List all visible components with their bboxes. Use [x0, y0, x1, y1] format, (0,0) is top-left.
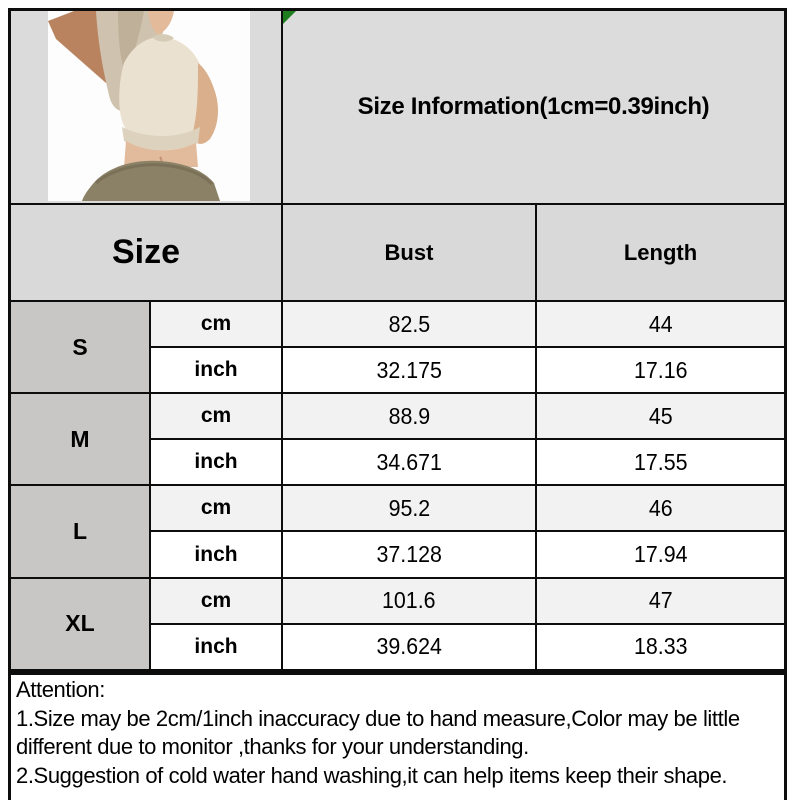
green-corner-marker-icon	[283, 11, 296, 24]
product-photo-illustration	[48, 11, 250, 201]
model-midriff	[124, 141, 198, 167]
size-label-xl: XL	[11, 578, 149, 669]
crop-top-collar	[152, 34, 174, 42]
value-l-length-inch: 17.94	[537, 532, 784, 577]
unit-label-cm: cm	[151, 486, 281, 531]
column-header-size: Size	[11, 205, 281, 300]
leggings-waistband	[95, 163, 214, 186]
size-table: Size Information(1cm=0.39inch) Size Bust…	[8, 8, 787, 672]
value-m-bust-inch: 34.671	[283, 440, 535, 485]
size-label-s: S	[11, 302, 149, 393]
product-photo-cell	[11, 11, 281, 203]
value-xl-bust-inch: 39.624	[283, 624, 535, 669]
value-xl-length-cm: 47	[537, 578, 784, 623]
unit-label-inch: inch	[151, 440, 281, 485]
unit-label-inch: inch	[151, 348, 281, 393]
model-right-arm	[192, 63, 218, 144]
size-label-m: M	[11, 394, 149, 485]
model-hair-shade	[118, 11, 144, 73]
unit-label-cm: cm	[151, 578, 281, 623]
column-header-length: Length	[537, 205, 784, 300]
column-header-bust: Bust	[283, 205, 535, 300]
value-l-length-cm: 46	[537, 486, 784, 531]
size-label-l: L	[11, 486, 149, 577]
page-title: Size Information(1cm=0.39inch)	[357, 93, 710, 120]
value-s-length-inch: 17.16	[537, 348, 784, 393]
crop-top-hem	[122, 127, 200, 151]
value-m-length-cm: 45	[537, 394, 784, 439]
title-cell: Size Information(1cm=0.39inch)	[283, 11, 784, 203]
attention-heading: Attention:	[16, 677, 105, 702]
unit-label-cm: cm	[151, 394, 281, 439]
value-m-bust-cm: 88.9	[283, 394, 535, 439]
attention-note: Attention: 1.Size may be 2cm/1inch inacc…	[8, 672, 787, 800]
unit-label-inch: inch	[151, 624, 281, 669]
attention-line-1: 1.Size may be 2cm/1inch inaccuracy due t…	[16, 705, 740, 731]
value-xl-bust-cm: 101.6	[283, 578, 535, 623]
value-s-bust-cm: 82.5	[283, 302, 535, 347]
unit-label-cm: cm	[151, 302, 281, 347]
attention-line-2: different due to monitor ,thanks for you…	[16, 734, 529, 759]
value-xl-length-inch: 18.33	[537, 624, 784, 669]
value-m-length-inch: 17.55	[537, 440, 784, 485]
value-l-bust-cm: 95.2	[283, 486, 535, 531]
crop-top	[119, 37, 207, 147]
unit-label-inch: inch	[151, 532, 281, 577]
value-l-bust-inch: 37.128	[283, 532, 535, 577]
attention-line-3: 2.Suggestion of cold water hand washing,…	[16, 762, 728, 788]
value-s-bust-inch: 32.175	[283, 348, 535, 393]
value-s-length-cm: 44	[537, 302, 784, 347]
product-photo	[48, 11, 250, 201]
model-face	[148, 11, 174, 35]
